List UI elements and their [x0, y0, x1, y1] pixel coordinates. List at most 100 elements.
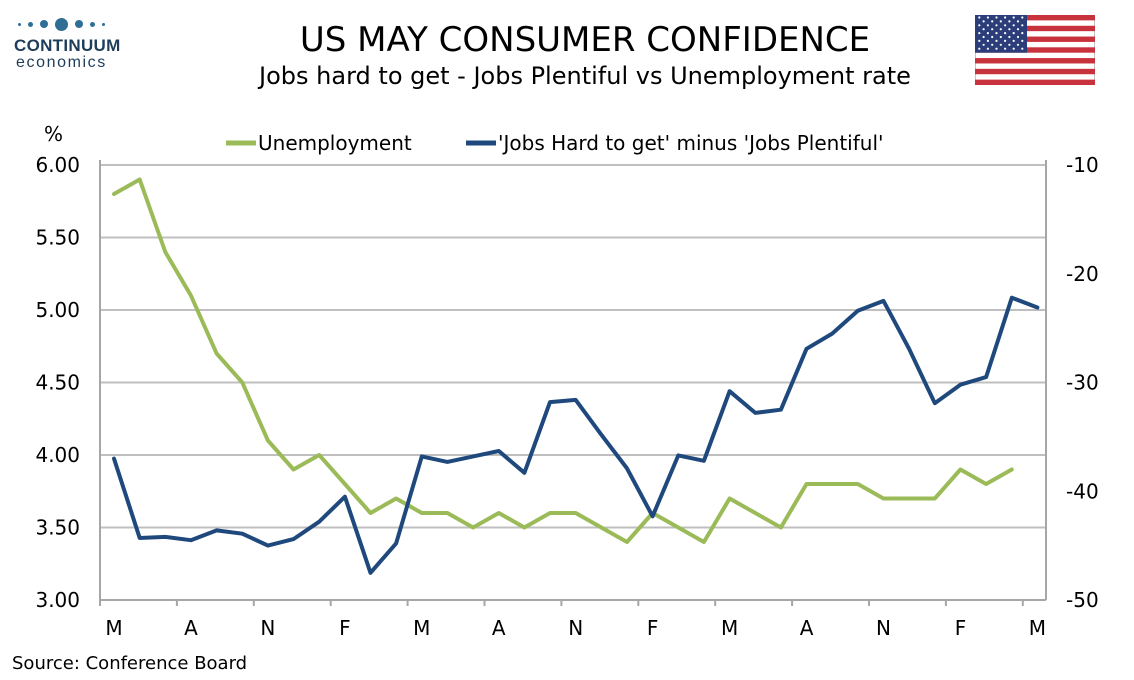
x-tick-label: N: [876, 616, 891, 640]
x-tick-label: F: [647, 616, 659, 640]
flag-star: [986, 39, 989, 42]
flag-star: [986, 32, 989, 35]
flag-star: [986, 24, 989, 27]
x-tick-label: F: [339, 616, 351, 640]
flag-star: [995, 39, 998, 42]
flag-star: [991, 20, 994, 23]
flag-star: [1008, 28, 1011, 31]
flag-star: [982, 35, 985, 39]
flag-star: [1004, 16, 1007, 19]
jobs-gap-line: [112, 295, 1040, 575]
flag-star: [1016, 28, 1020, 31]
x-tick-label: N: [568, 616, 583, 640]
chart-title: US MAY CONSUMER CONFIDENCE: [299, 20, 871, 60]
us-flag-icon: [975, 15, 1095, 85]
left-tick-label: 4.50: [35, 371, 80, 395]
flag-star: [986, 47, 989, 50]
left-tick-label: 5.00: [35, 298, 80, 322]
flag-stripe: [975, 58, 1095, 64]
flag-stripe: [975, 79, 1095, 85]
legend: Unemployment 'Jobs Hard to get' minus 'J…: [226, 131, 884, 155]
gridlines: [100, 164, 1046, 529]
flag-star: [1012, 24, 1015, 27]
x-tick-label: A: [184, 616, 198, 640]
x-tick-label: M: [105, 616, 122, 640]
x-tick-label: M: [721, 616, 738, 640]
flag-star: [1021, 39, 1024, 42]
flag-star: [1012, 32, 1015, 35]
unemployment-line: [112, 177, 1014, 544]
x-tick-label: N: [260, 616, 275, 640]
flag-star: [1008, 43, 1011, 46]
right-axis-ticks: -10 -20 -30 -40 -50: [1066, 153, 1099, 612]
flag-star: [999, 28, 1002, 31]
flag-star: [1021, 32, 1024, 35]
legend-label-unemployment: Unemployment: [258, 131, 412, 155]
left-tick-label: 5.50: [35, 226, 80, 250]
flag-star: [995, 16, 998, 19]
legend-label-jobs: 'Jobs Hard to get' minus 'Jobs Plentiful…: [498, 131, 884, 155]
flag-stripe: [975, 25, 1095, 32]
flag-star: [1012, 16, 1015, 19]
x-tick-label: A: [492, 616, 506, 640]
left-axis-ticks: 6.00 5.50 5.00 4.50 4.00 3.50 3.00: [35, 153, 80, 612]
left-tick-label: 3.50: [35, 516, 80, 540]
flag-star: [978, 32, 981, 35]
x-tick-label: F: [955, 616, 967, 640]
flag-star: [1004, 24, 1007, 27]
flag-star: [1008, 35, 1011, 39]
flag-star: [978, 16, 981, 19]
flag-star: [1016, 20, 1020, 23]
left-tick-label: 4.00: [35, 443, 80, 467]
flag-stripe: [975, 47, 1095, 53]
flag-star: [1021, 24, 1024, 27]
flag-star: [995, 32, 998, 35]
flag-star: [1004, 32, 1007, 35]
flag-star: [986, 16, 989, 19]
left-axis-unit: %: [44, 122, 63, 146]
chart-subtitle: Jobs hard to get - Jobs Plentiful vs Une…: [259, 62, 911, 90]
brand-sub: economics: [16, 54, 107, 71]
x-tick-label: M: [413, 616, 430, 640]
right-tick-label: -50: [1066, 588, 1099, 612]
flag-star: [1012, 39, 1015, 42]
flag-star: [1012, 47, 1015, 50]
flag-star: [978, 47, 981, 50]
flag-star: [999, 43, 1002, 46]
flag-star: [978, 24, 981, 27]
flag-star: [1008, 20, 1011, 23]
right-tick-label: -40: [1066, 479, 1099, 503]
left-tick-label: 3.00: [35, 588, 80, 612]
flag-star: [991, 43, 994, 46]
x-tick-label: A: [800, 616, 814, 640]
flag-star: [982, 20, 985, 23]
flag-stripe: [975, 15, 1095, 21]
right-tick-label: -20: [1066, 262, 1099, 286]
flag-star: [982, 43, 985, 46]
flag-star: [982, 28, 985, 31]
flag-star: [1021, 16, 1024, 19]
flag-star: [995, 24, 998, 27]
flag-star: [978, 39, 981, 42]
flag-star: [1004, 39, 1007, 42]
flag-star: [991, 28, 994, 31]
flag-star: [1004, 47, 1007, 50]
flag-star: [1016, 35, 1020, 39]
brand-name: CONTINUUM: [14, 36, 121, 55]
flag-star: [999, 35, 1002, 39]
flag-stripe: [975, 68, 1095, 75]
x-tick-label: M: [1029, 616, 1046, 640]
brand-logo: CONTINUUM economics: [14, 14, 134, 72]
right-tick-label: -30: [1066, 371, 1099, 395]
flag-star: [1016, 43, 1020, 46]
flag-star: [1021, 47, 1024, 50]
flag-stripe: [975, 36, 1095, 42]
series-lines: [112, 177, 1040, 575]
logo-dots: [14, 14, 134, 34]
right-tick-label: -10: [1066, 153, 1099, 177]
axes: [99, 160, 1047, 601]
source-note: Source: Conference Board: [12, 653, 248, 674]
flag-star: [995, 47, 998, 50]
